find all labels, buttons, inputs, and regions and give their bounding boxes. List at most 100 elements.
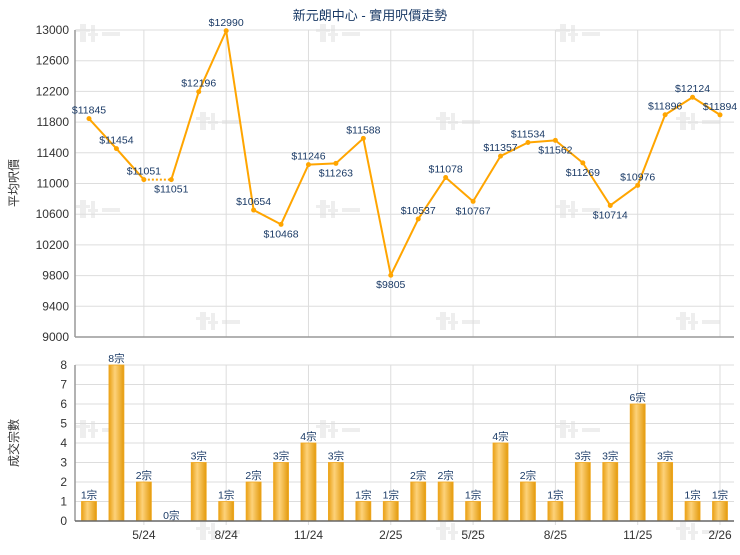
y-tick-label: 12200 xyxy=(36,84,70,98)
bar-label: 2宗 xyxy=(520,469,536,482)
data-point xyxy=(690,94,696,100)
bar-label: 3宗 xyxy=(191,450,207,463)
bar xyxy=(245,481,262,522)
bar-label: 4宗 xyxy=(492,430,508,443)
price-y-axis-label: 平均呎價 xyxy=(7,159,21,207)
bar-label: 6宗 xyxy=(630,391,646,404)
data-label: $11896 xyxy=(648,101,682,113)
data-label: $11246 xyxy=(291,151,325,163)
x-tick-label: 5/25 xyxy=(461,528,485,542)
data-point xyxy=(635,182,641,188)
y-tick-label: 10200 xyxy=(36,238,70,252)
data-point xyxy=(717,112,723,118)
line-segment xyxy=(636,114,667,186)
data-label: $11051 xyxy=(154,184,188,196)
watermark-logo xyxy=(316,24,360,42)
data-point xyxy=(662,112,668,118)
bar xyxy=(602,462,619,522)
bar-label: 2宗 xyxy=(410,469,426,482)
data-label: $11845 xyxy=(72,105,106,117)
line-segment xyxy=(472,155,502,202)
price-line-chart: 9000 9400 9800 10200 10600 11000 11400 11800 122… xyxy=(36,17,738,344)
bar xyxy=(492,442,509,522)
bar xyxy=(465,501,481,522)
data-point xyxy=(498,153,504,159)
bar xyxy=(355,501,372,522)
data-label: $11269 xyxy=(566,167,600,179)
line-segment xyxy=(500,141,529,157)
bar xyxy=(218,501,235,522)
bar-label: 1宗 xyxy=(712,489,728,502)
bar-label: 2宗 xyxy=(437,469,453,482)
data-point xyxy=(278,221,284,227)
line-segment xyxy=(280,164,310,225)
bar-label: 0宗 xyxy=(163,509,179,522)
line-segment xyxy=(389,218,420,276)
data-point xyxy=(196,89,202,95)
y-tick-label: 1 xyxy=(60,495,67,509)
data-label: $10654 xyxy=(236,196,271,208)
watermark-logo xyxy=(316,420,360,438)
y-tick-label: 9400 xyxy=(42,299,69,313)
data-point xyxy=(113,146,119,152)
bar-label: 1宗 xyxy=(383,489,399,502)
bar-label: 1宗 xyxy=(465,489,481,502)
line-segment xyxy=(362,138,392,276)
y-tick-label: 13000 xyxy=(36,23,70,37)
bar-label: 3宗 xyxy=(328,450,344,463)
bar-label: 3宗 xyxy=(575,450,591,463)
bar xyxy=(190,462,207,522)
data-label: $10537 xyxy=(401,205,436,217)
bar xyxy=(300,442,317,522)
data-label: $11588 xyxy=(346,124,380,136)
data-label: $11078 xyxy=(429,164,463,176)
bar xyxy=(684,501,701,522)
data-point xyxy=(333,160,339,166)
data-label: $9805 xyxy=(376,279,405,291)
data-label: $11051 xyxy=(127,166,161,178)
bar-label: 1宗 xyxy=(355,489,371,502)
bar xyxy=(629,403,646,522)
x-tick-label: 2/25 xyxy=(379,528,403,542)
bar xyxy=(273,462,289,522)
data-label: $10468 xyxy=(264,228,299,240)
y-tick-label: 7 xyxy=(60,378,67,392)
data-label: $10767 xyxy=(456,205,491,217)
y-tick-label: 11400 xyxy=(37,146,70,160)
watermark-logo xyxy=(316,200,360,218)
data-point xyxy=(607,202,613,208)
data-label: $10976 xyxy=(620,171,655,183)
count-bar-chart: 0 1 2 3 4 5 6 7 8 5/24 8/24 11/24 2/25 5/25 8/25 11/25 2… xyxy=(60,352,734,542)
bar xyxy=(81,501,97,522)
bar-label: 2宗 xyxy=(136,469,152,482)
data-point xyxy=(525,140,531,146)
bar-label: 2宗 xyxy=(245,469,261,482)
line-segment xyxy=(554,139,584,164)
data-point xyxy=(580,160,586,166)
line-segment xyxy=(170,91,200,180)
bar xyxy=(547,501,564,522)
bar-label: 3宗 xyxy=(602,450,618,463)
y-tick-label: 11000 xyxy=(37,177,70,191)
data-point xyxy=(223,28,229,34)
bar xyxy=(135,481,152,522)
data-point xyxy=(552,137,558,143)
line-segment xyxy=(225,30,255,211)
line-segment xyxy=(692,96,721,116)
y-tick-label: 4 xyxy=(60,436,67,450)
line-segment xyxy=(308,162,336,166)
x-tick-label: 2/26 xyxy=(708,528,732,542)
y-tick-label: 0 xyxy=(60,514,67,528)
x-tick-label: 11/25 xyxy=(623,528,652,542)
y-tick-label: 11800 xyxy=(37,115,70,129)
data-point xyxy=(305,162,311,168)
watermark-logo xyxy=(196,112,240,130)
data-label: $12124 xyxy=(675,83,710,95)
line-segment xyxy=(88,117,118,150)
bar xyxy=(657,462,674,522)
watermark-logo xyxy=(676,112,720,130)
data-point xyxy=(141,177,147,183)
data-point xyxy=(251,207,257,213)
bar xyxy=(712,501,728,522)
bar xyxy=(574,462,591,522)
